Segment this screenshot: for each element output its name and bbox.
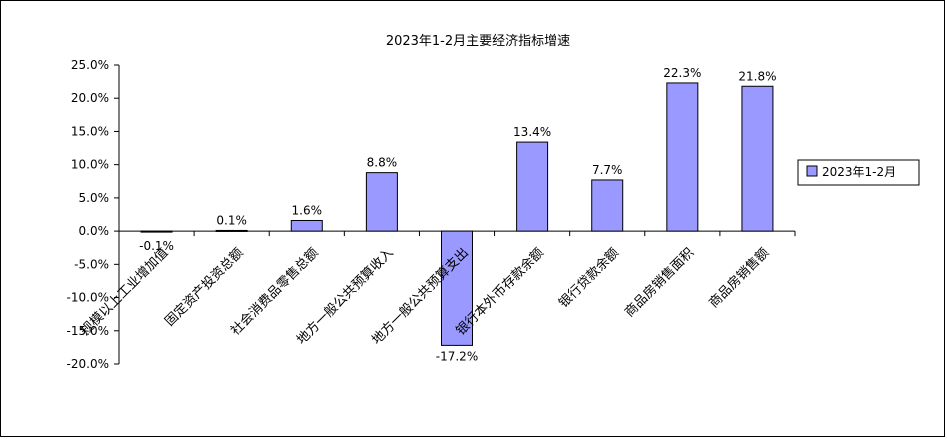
bar [365,172,398,232]
bar [140,230,173,233]
y-tick-label: -20.0% [67,357,109,371]
y-tick-label: 25.0% [71,58,109,72]
y-tick-label: 20.0% [71,91,109,105]
data-label: -17.2% [436,349,478,363]
legend-swatch [806,165,818,177]
bar [441,230,473,346]
data-label: -0.1% [139,239,174,253]
y-tick-label: 5.0% [79,191,110,205]
data-label: 21.8% [738,69,776,83]
data-label: 13.4% [513,125,551,139]
data-label: 8.8% [367,156,398,170]
y-tick-label: 15.0% [71,124,109,138]
legend: 2023年1-2月 [797,159,920,186]
bar [290,219,323,232]
bar [215,229,248,232]
bar [591,179,624,232]
y-tick-label: -15.0% [67,324,109,338]
bar [741,85,774,232]
y-tick-label: 10.0% [71,158,109,172]
data-label: 7.7% [592,163,623,177]
legend-box [797,159,920,186]
axis-layer: 25.0% 20.0% 15.0% 10.0% 5.0% 0.0% -5.0% -10.0% -… [67,58,796,371]
y-tick-label: -10.0% [67,291,109,305]
y-tick-label: 0.0% [79,224,110,238]
data-label: 22.3% [663,66,701,80]
chart-title: 2023年1-2月主要经济指标增速 [386,34,570,49]
data-label: 1.6% [292,203,323,217]
legend-label: 2023年1-2月 [822,165,896,179]
bar-layer [140,82,774,346]
bar [666,82,699,232]
data-label: 0.1% [216,213,247,227]
bar [516,141,549,232]
y-tick-label: -5.0% [74,257,109,271]
